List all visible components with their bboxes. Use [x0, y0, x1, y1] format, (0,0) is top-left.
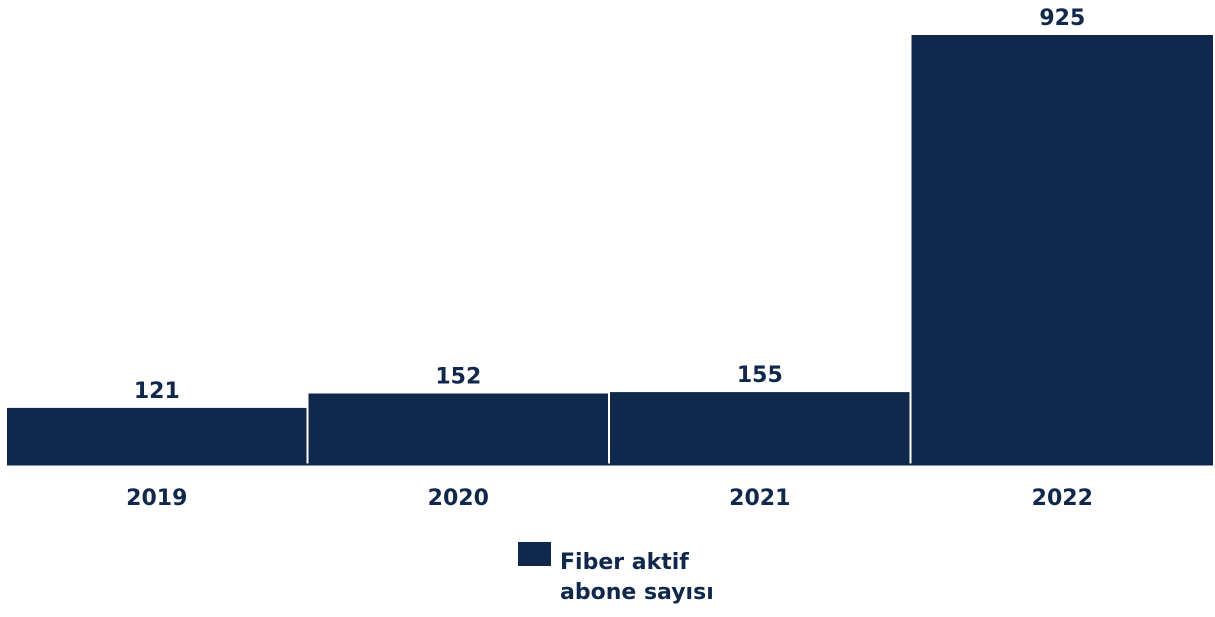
- legend-label: Fiber aktif abone sayısı: [560, 550, 714, 605]
- bar-2019: [7, 407, 307, 464]
- bar-2020: [308, 393, 608, 464]
- category-labels-group: 2019 2020 2021 2022: [126, 486, 1093, 511]
- bar-2021: [610, 392, 910, 464]
- category-label-2020: 2020: [428, 486, 489, 511]
- value-label-2022: 925: [1039, 6, 1085, 31]
- legend-swatch: [518, 542, 551, 566]
- value-labels-group: 121 152 155 925: [134, 6, 1085, 404]
- bars-group: [7, 35, 1213, 464]
- value-label-2020: 152: [435, 365, 481, 390]
- bar-2022: [911, 35, 1213, 464]
- legend: Fiber aktif abone sayısı: [518, 538, 750, 608]
- bar-chart: 121 152 155 925 2019 2020 2021 2022: [7, 6, 1213, 511]
- value-label-2021: 155: [737, 363, 783, 388]
- value-label-2019: 121: [134, 379, 180, 404]
- category-label-2021: 2021: [729, 486, 790, 511]
- category-label-2022: 2022: [1032, 486, 1093, 511]
- category-label-2019: 2019: [126, 486, 187, 511]
